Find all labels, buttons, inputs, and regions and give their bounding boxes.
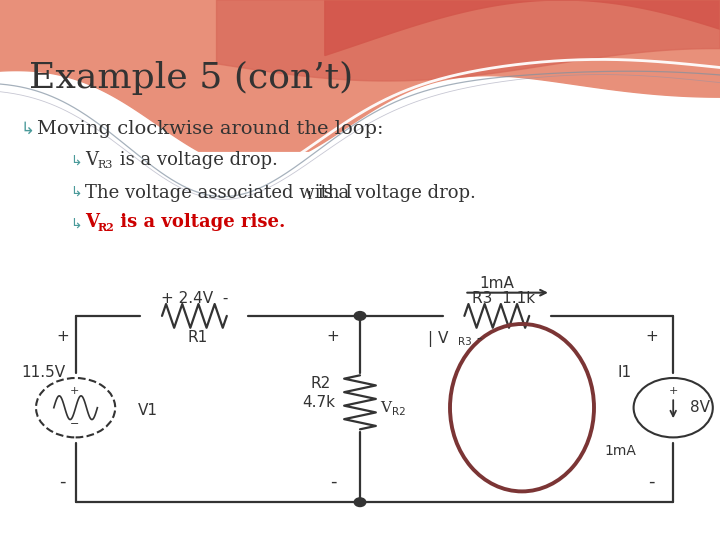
Text: R2: R2: [310, 376, 330, 391]
Text: R2: R2: [392, 407, 405, 417]
Text: +: +: [668, 386, 678, 396]
Polygon shape: [0, 0, 720, 151]
Text: -: -: [472, 331, 482, 346]
Text: ↳: ↳: [70, 217, 81, 231]
Text: R3  1.1k: R3 1.1k: [472, 291, 536, 306]
Text: 11.5V: 11.5V: [21, 365, 66, 380]
Text: -: -: [648, 473, 655, 491]
Text: Example 5 (con’t): Example 5 (con’t): [29, 61, 353, 96]
Text: V: V: [85, 213, 99, 232]
Text: 1mA: 1mA: [605, 444, 636, 458]
Text: ↳: ↳: [70, 155, 81, 169]
Circle shape: [354, 312, 366, 320]
Text: is a voltage rise.: is a voltage rise.: [114, 213, 285, 232]
Text: R2: R2: [97, 222, 114, 233]
Text: V: V: [85, 151, 98, 170]
Text: 1mA: 1mA: [480, 276, 514, 291]
Polygon shape: [325, 0, 720, 56]
Text: 1: 1: [305, 191, 312, 201]
Text: is a voltage drop.: is a voltage drop.: [114, 151, 278, 170]
Circle shape: [354, 498, 366, 507]
Text: +: +: [69, 386, 79, 396]
Text: +: +: [326, 329, 339, 344]
Text: 4.7k: 4.7k: [302, 395, 336, 410]
Text: ↳: ↳: [70, 186, 81, 200]
Text: V1: V1: [138, 403, 158, 418]
Text: | V: | V: [428, 330, 449, 347]
Text: I1: I1: [618, 365, 632, 380]
Text: is a voltage drop.: is a voltage drop.: [312, 184, 476, 202]
Text: R1: R1: [188, 330, 208, 345]
Text: +: +: [645, 329, 658, 344]
Text: + 2.4V  -: + 2.4V -: [161, 291, 228, 306]
Text: +: +: [56, 329, 69, 344]
Text: Moving clockwise around the loop:: Moving clockwise around the loop:: [37, 119, 384, 138]
Text: -: -: [330, 473, 337, 491]
Text: R3: R3: [97, 160, 112, 170]
Text: −: −: [69, 419, 79, 429]
Text: ↳: ↳: [20, 119, 35, 138]
Text: The voltage associated with I: The voltage associated with I: [85, 184, 352, 202]
Text: 8V: 8V: [690, 400, 710, 415]
Polygon shape: [217, 0, 720, 81]
Text: R3: R3: [458, 338, 472, 347]
Text: V: V: [380, 401, 391, 415]
Text: -: -: [59, 473, 66, 491]
